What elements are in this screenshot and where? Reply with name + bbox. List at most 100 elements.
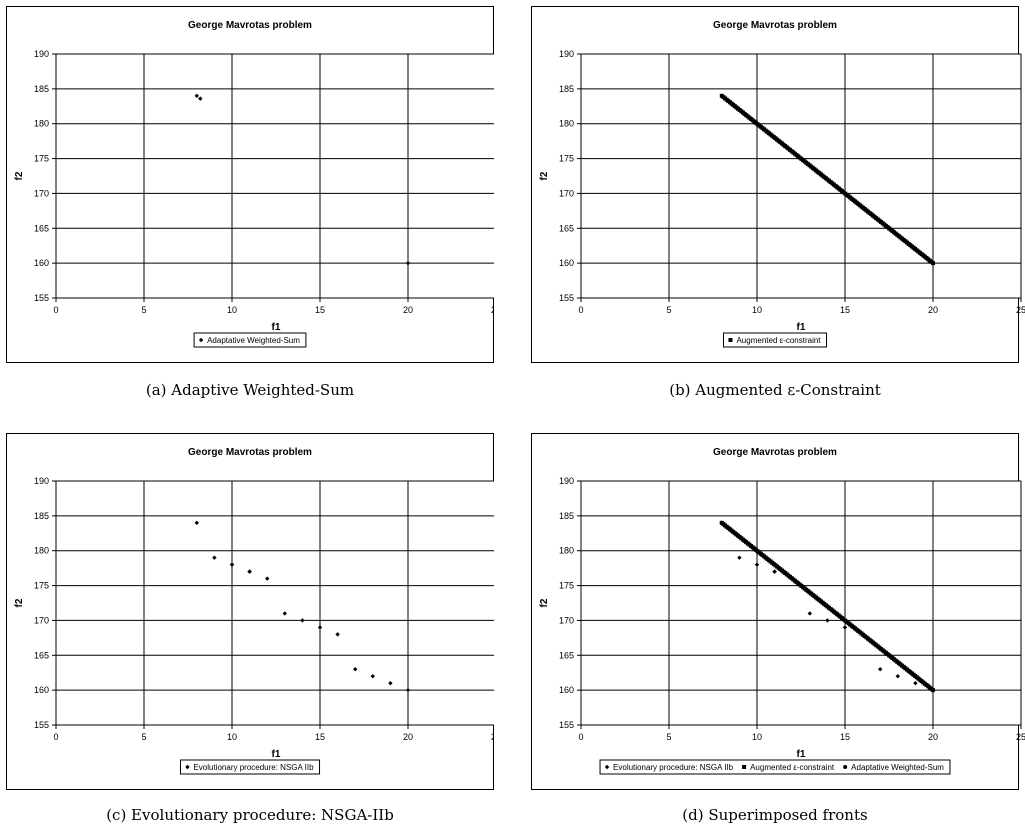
y-tick-label: 175 bbox=[34, 581, 49, 591]
legend-entry: Augmented ε-constraint bbox=[750, 763, 835, 772]
caption-b: (b) Augmented ε-Constraint bbox=[669, 381, 881, 399]
gridlines-b bbox=[581, 53, 1022, 298]
x-tick-label: 0 bbox=[578, 305, 583, 315]
legend-c: Evolutionary procedure: NSGA IIb bbox=[179, 759, 321, 775]
x-tick-label: 15 bbox=[840, 732, 850, 742]
y-tick-label: 160 bbox=[34, 258, 49, 268]
caption-d: (d) Superimposed fronts bbox=[682, 806, 868, 824]
y-tick-label: 165 bbox=[559, 650, 574, 660]
gridlines-c bbox=[56, 480, 494, 725]
y-tick-label: 155 bbox=[34, 720, 49, 730]
x-tick-label: 25 bbox=[1016, 305, 1025, 315]
x-tick-label: 20 bbox=[403, 305, 413, 315]
y-tick-label: 185 bbox=[559, 84, 574, 94]
chart-d: George Mavrotas problem15516016517017518… bbox=[531, 433, 1025, 790]
x-tick-label: 10 bbox=[227, 732, 237, 742]
x-axis-title-d: f1 bbox=[797, 749, 806, 760]
y-tick-label: 175 bbox=[34, 154, 49, 164]
chart-panel-c: George Mavrotas problem 155 160 165 170 175 18… bbox=[6, 433, 494, 793]
chart-title-a: George Mavrotas problem bbox=[188, 20, 312, 31]
x-tick-label: 5 bbox=[666, 732, 671, 742]
legend-entry: Adaptative Weighted-Sum bbox=[207, 336, 300, 345]
plot-area-a bbox=[55, 53, 494, 299]
chart-panel-a: George Mavrotas problem 155 160 165 170 175 18… bbox=[6, 6, 494, 366]
x-tick-label: 20 bbox=[928, 305, 938, 315]
x-tick-label: 15 bbox=[840, 305, 850, 315]
y-tick-label: 180 bbox=[559, 119, 574, 129]
legend-marker bbox=[728, 338, 733, 342]
chart-panel-d: George Mavrotas problem 155 160 165 170 175 18… bbox=[531, 433, 1025, 793]
data-point bbox=[931, 261, 935, 266]
data-point bbox=[931, 688, 935, 693]
gridlines-d bbox=[581, 480, 1022, 725]
data-point bbox=[807, 611, 812, 616]
x-tick-label: 10 bbox=[752, 732, 762, 742]
y-tick-label: 185 bbox=[34, 84, 49, 94]
y-tick-label: 170 bbox=[34, 615, 49, 625]
data-point bbox=[282, 611, 287, 616]
y-tick-label: 170 bbox=[559, 615, 574, 625]
x-axis-title-a: f1 bbox=[272, 322, 281, 333]
legend-marker bbox=[843, 765, 848, 769]
legend-marker bbox=[742, 765, 747, 769]
plot-area-d bbox=[580, 480, 1022, 726]
legend-entry: Evolutionary procedure: NSGA IIb bbox=[193, 763, 314, 772]
x-tick-label: 0 bbox=[53, 732, 58, 742]
legend-b: Augmented ε-constraint bbox=[722, 332, 828, 348]
y-tick-label: 185 bbox=[34, 511, 49, 521]
y-tick-label: 180 bbox=[559, 546, 574, 556]
caption-c: (c) Evolutionary procedure: NSGA-IIb bbox=[106, 806, 394, 824]
gridlines-a bbox=[56, 53, 494, 298]
y-tick-label: 165 bbox=[559, 223, 574, 233]
chart-c: George Mavrotas problem15516016517017518… bbox=[6, 433, 494, 790]
x-tick-label: 25 bbox=[491, 732, 494, 742]
y-tick-label: 155 bbox=[559, 293, 574, 303]
y-tick-label: 190 bbox=[559, 476, 574, 486]
y-tick-label: 165 bbox=[34, 223, 49, 233]
x-tick-label: 10 bbox=[227, 305, 237, 315]
legend-d: Evolutionary procedure: NSGA IIb Augmente… bbox=[599, 759, 951, 775]
caption-a: (a) Adaptive Weighted-Sum bbox=[145, 381, 355, 399]
x-tick-label: 20 bbox=[403, 732, 413, 742]
data-point bbox=[719, 520, 724, 525]
legend-box bbox=[599, 759, 951, 775]
x-tick-label: 0 bbox=[53, 305, 58, 315]
legend-marker bbox=[198, 337, 204, 343]
y-axis-title-c: f2 bbox=[14, 598, 25, 607]
legend-box bbox=[722, 332, 828, 348]
data-point bbox=[723, 523, 728, 528]
data-point bbox=[198, 96, 203, 101]
legend-a: Adaptative Weighted-Sum bbox=[193, 332, 307, 348]
y-tick-label: 160 bbox=[34, 685, 49, 695]
y-tick-label: 175 bbox=[559, 154, 574, 164]
data-point bbox=[842, 625, 848, 630]
legend-marker bbox=[185, 764, 190, 770]
y-tick-label: 175 bbox=[559, 581, 574, 591]
x-tick-label: 25 bbox=[1016, 732, 1025, 742]
series-d-1 bbox=[719, 520, 935, 693]
y-axis-title-a: f2 bbox=[14, 171, 25, 180]
legend-entry: Evolutionary procedure: NSGA IIb bbox=[613, 763, 734, 772]
chart-panel-b: George Mavrotas problem 155 160 165 170 175 18… bbox=[531, 6, 1025, 366]
data-point bbox=[194, 93, 199, 99]
y-tick-label: 155 bbox=[559, 720, 574, 730]
x-axis-title-b: f1 bbox=[797, 322, 806, 333]
x-tick-label: 25 bbox=[491, 305, 494, 315]
y-tick-label: 160 bbox=[559, 685, 574, 695]
series-d-2 bbox=[719, 520, 935, 693]
plot-area-c bbox=[55, 480, 494, 726]
y-tick-label: 180 bbox=[34, 119, 49, 129]
y-tick-label: 160 bbox=[559, 258, 574, 268]
y-tick-label: 155 bbox=[34, 293, 49, 303]
y-tick-label: 170 bbox=[559, 188, 574, 198]
x-tick-label: 15 bbox=[315, 305, 325, 315]
x-tick-label: 5 bbox=[141, 305, 146, 315]
plot-area-b bbox=[580, 53, 1022, 299]
y-tick-label: 180 bbox=[34, 546, 49, 556]
chart-title-d: George Mavrotas problem bbox=[713, 447, 837, 458]
legend-box bbox=[179, 759, 321, 775]
chart-title-c: George Mavrotas problem bbox=[188, 447, 312, 458]
x-tick-label: 15 bbox=[315, 732, 325, 742]
data-point bbox=[754, 562, 760, 567]
x-tick-label: 10 bbox=[752, 305, 762, 315]
